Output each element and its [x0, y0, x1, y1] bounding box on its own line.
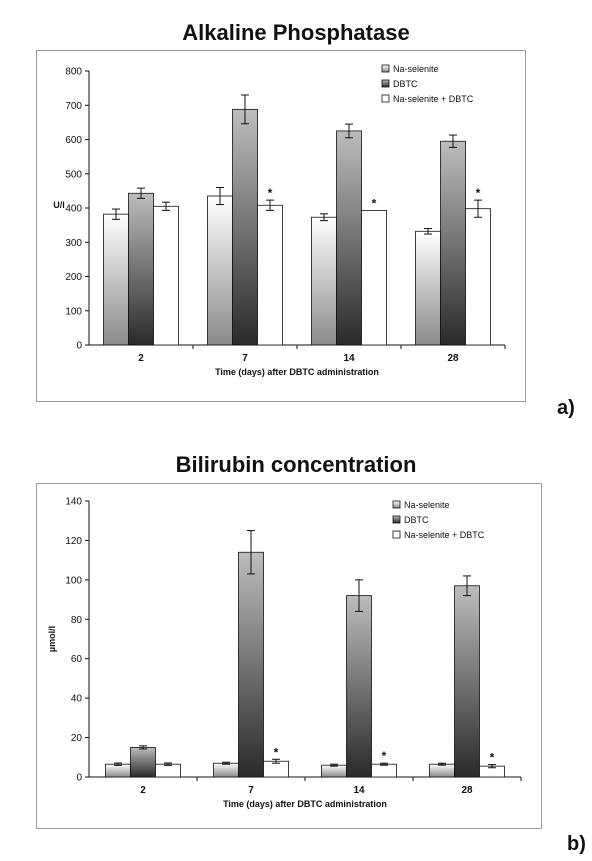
chart-b-significance-star: * — [490, 751, 495, 765]
chart-b-legend-swatch — [392, 500, 401, 509]
chart-b-significance-star: * — [274, 745, 279, 759]
chart-b-bar-na-selenite — [429, 763, 455, 778]
chart-b-x-tick-label: 2 — [140, 785, 146, 796]
chart-a-title: Alkaline Phosphatase — [182, 20, 410, 45]
chart-a-y-tick-label: 700 — [65, 101, 82, 112]
chart-a-legend-label: Na-selenite — [393, 64, 439, 74]
chart-a-y-tick-label: 100 — [65, 306, 82, 317]
chart-b-legend-label: DBTC — [404, 515, 429, 525]
chart-a-frame: 0 100 200 300 400 500 600 700 800 U/l 2 7 * 14 * 28 * Tim… — [36, 50, 526, 402]
chart-a-bar-na-selenite — [311, 216, 337, 346]
chart-b-title: Bilirubin concentration — [175, 452, 417, 477]
chart-a-y-tick-label: 500 — [65, 169, 82, 180]
chart-a-legend-label: DBTC — [393, 79, 418, 89]
chart-b-plot: 0 20 40 60 80 100 120 140 µmol/l 2 7 * 14 * 28 * Time (d… — [47, 497, 522, 809]
chart-b-bar-dbtc — [130, 747, 156, 778]
chart-b-y-tick-label: 100 — [65, 575, 82, 586]
chart-a-x-tick-label: 2 — [138, 353, 144, 364]
chart-a-legend-label: Na-selenite + DBTC — [393, 94, 474, 104]
chart-b-x-tick-label: 7 — [248, 785, 254, 796]
chart-a-bar-dbtc — [128, 192, 154, 346]
chart-a-x-tick-label: 28 — [447, 353, 459, 364]
chart-a-significance-star: * — [268, 186, 273, 200]
chart-b-y-tick-label: 80 — [71, 615, 83, 626]
chart-b-x-tick-label: 28 — [461, 785, 473, 796]
chart-a-y-tick-label: 400 — [65, 204, 82, 215]
chart-b-y-axis-label: µmol/l — [47, 626, 57, 652]
chart-b-y-tick-label: 140 — [65, 497, 82, 508]
chart-a-bar-dbtc — [232, 108, 258, 346]
chart-a-x-axis-label: Time (days) after DBTC administration — [215, 367, 379, 377]
chart-a-bar-na-selenite — [415, 230, 441, 346]
chart-b-bar-na-selenite — [321, 764, 347, 778]
chart-a-y-tick-label: 600 — [65, 135, 82, 146]
chart-a-bar-combo — [153, 205, 179, 346]
chart-a-bar-na-selenite — [103, 213, 129, 346]
chart-b-legend-swatch — [392, 530, 401, 539]
chart-b-bar-dbtc — [454, 585, 480, 778]
chart-b-bar-dbtc — [238, 551, 264, 778]
chart-b-bar-combo — [155, 763, 181, 778]
chart-a-bar-dbtc — [336, 130, 362, 346]
chart-b-y-tick-label: 0 — [76, 773, 82, 784]
chart-a-significance-star: * — [476, 186, 481, 200]
chart-a-significance-star: * — [372, 196, 377, 210]
chart-a-y-axis-label: U/l — [53, 200, 65, 210]
chart-a-legend-swatch — [381, 79, 390, 88]
chart-a-panel-label: a) — [557, 397, 575, 419]
chart-a-bar-na-selenite — [207, 195, 233, 346]
chart-a-y-tick-label: 0 — [76, 341, 82, 352]
chart-b-y-tick-label: 20 — [71, 733, 83, 744]
chart-b-bar-na-selenite — [105, 763, 131, 778]
chart-a-y-tick-label: 200 — [65, 272, 82, 283]
chart-a-plot: 0 100 200 300 400 500 600 700 800 U/l 2 7 * 14 * 28 * Tim… — [53, 64, 506, 377]
chart-b-panel-label: b) — [567, 833, 586, 855]
chart-b-x-tick-label: 14 — [353, 785, 365, 796]
chart-a-x-tick-label: 14 — [343, 353, 355, 364]
chart-a-legend-swatch — [381, 64, 390, 73]
chart-a-x-tick-label: 7 — [242, 353, 248, 364]
chart-a-bar-combo — [361, 209, 387, 346]
chart-a-legend-swatch — [381, 94, 390, 103]
chart-b-bar-combo — [371, 763, 397, 778]
chart-b-frame: 0 20 40 60 80 100 120 140 µmol/l 2 7 * 14 * 28 * Time (d… — [36, 483, 542, 829]
chart-b-bar-dbtc — [346, 595, 372, 778]
chart-b-y-tick-label: 40 — [71, 694, 83, 705]
chart-a-y-tick-label: 300 — [65, 238, 82, 249]
chart-a-bar-dbtc — [440, 140, 466, 346]
chart-b-legend-label: Na-selenite + DBTC — [404, 530, 485, 540]
chart-b-y-tick-label: 120 — [65, 536, 82, 547]
chart-b-legend-label: Na-selenite — [404, 500, 450, 510]
chart-b-legend-swatch — [392, 515, 401, 524]
chart-b-significance-star: * — [382, 749, 387, 763]
chart-b-bar-na-selenite — [213, 762, 239, 778]
chart-a-bar-combo — [465, 208, 491, 346]
chart-a-y-tick-label: 800 — [65, 67, 82, 78]
chart-b-x-axis-label: Time (days) after DBTC administration — [223, 799, 387, 809]
chart-a-bar-combo — [257, 204, 283, 346]
chart-b-y-tick-label: 60 — [71, 654, 83, 665]
